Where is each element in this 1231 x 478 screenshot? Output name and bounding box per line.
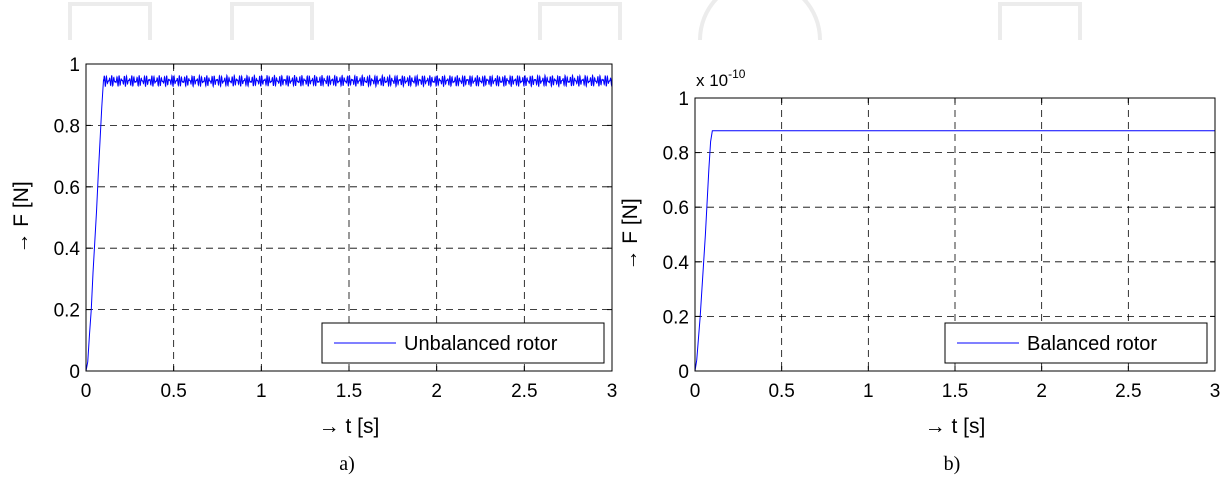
chart-b-legend-label: Balanced rotor <box>1027 333 1157 355</box>
chart-b-x-tick-label: 1 <box>863 381 874 402</box>
chart-b-x-tick-label: 0 <box>690 381 701 402</box>
chart-b-legend: Balanced rotor <box>944 322 1208 364</box>
chart-a-y-tick-label: 0.2 <box>54 301 80 322</box>
chart-b-x-tick-label: 1.5 <box>942 381 968 402</box>
chart-b-x-axis-label: → t [s] <box>925 415 986 438</box>
chart-b-series-line <box>694 130 1215 372</box>
chart-b-x-tick-label: 0.5 <box>768 381 794 402</box>
chart-b-y-tick-label: 0.4 <box>663 253 690 274</box>
chart-b-x-tick-label: 2 <box>1036 381 1047 402</box>
chart-b-caption: b) <box>944 453 961 475</box>
chart-a-y-tick-label: 0.8 <box>54 116 80 137</box>
chart-b-y-axis-label: → F [N] <box>619 198 642 270</box>
chart-a-x-tick-label: 2 <box>431 381 442 402</box>
chart-a-grid <box>86 64 612 371</box>
chart-a-ticks: 0 0.5 1 1.5 2 2.5 3 0 0.2 0.4 0.6 0.8 1 <box>54 55 618 402</box>
chart-a-y-tick-label: 0.6 <box>54 178 80 199</box>
chart-a-caption: a) <box>339 453 355 475</box>
chart-a-legend-label: Unbalanced rotor <box>404 333 558 355</box>
chart-a-y-tick-label: 0.4 <box>54 239 81 260</box>
chart-a-x-tick-label: 0 <box>81 381 92 402</box>
chart-b-y-tick-label: 0.6 <box>663 198 689 219</box>
chart-a-x-tick-label: 1 <box>256 381 267 402</box>
chart-b-x-tick-label: 3 <box>1210 381 1221 402</box>
chart-a-legend: Unbalanced rotor <box>321 322 605 364</box>
chart-b-y-exponent-power: -10 <box>728 67 746 81</box>
chart-b-y-tick-label: 0.2 <box>663 307 689 328</box>
chart-b-y-exponent-base: x 10 <box>696 71 728 90</box>
chart-a-y-axis-label: → F [N] <box>10 181 33 253</box>
chart-b-series <box>694 130 1215 372</box>
chart-a-x-tick-label: 1.5 <box>336 381 362 402</box>
watermark <box>68 0 1082 41</box>
chart-a-y-tick-label: 1 <box>69 55 80 76</box>
chart-a-x-axis-label: → t [s] <box>319 415 380 438</box>
chart-a: 0 0.5 1 1.5 2 2.5 3 0 0.2 0.4 0.6 0.8 1 Unbalanced r… <box>10 55 617 475</box>
chart-a-y-tick-label: 0 <box>69 362 80 383</box>
chart-a-series <box>85 73 613 372</box>
chart-b-x-tick-label: 2.5 <box>1115 381 1141 402</box>
chart-a-x-tick-label: 2.5 <box>511 381 537 402</box>
chart-b-y-tick-label: 0 <box>678 362 689 383</box>
chart-a-series-line <box>85 73 613 372</box>
chart-b-y-tick-label: 0.8 <box>663 144 689 165</box>
chart-a-x-tick-label: 3 <box>607 381 618 402</box>
chart-b-y-exponent: x 10-10 <box>696 67 746 90</box>
chart-b: 0 0.5 1 1.5 2 2.5 3 0 0.2 0.4 0.6 0.8 1 Balanced rot… <box>619 67 1220 475</box>
chart-a-x-tick-label: 0.5 <box>160 381 186 402</box>
chart-b-ticks: 0 0.5 1 1.5 2 2.5 3 0 0.2 0.4 0.6 0.8 1 <box>663 89 1221 402</box>
chart-b-y-tick-label: 1 <box>678 89 689 110</box>
chart-b-grid <box>695 98 1215 371</box>
